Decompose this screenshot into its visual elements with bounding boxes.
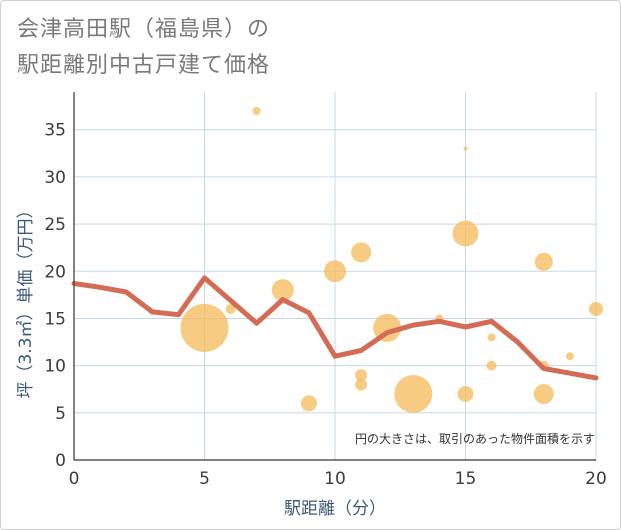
x-tick-label: 10: [324, 469, 346, 489]
data-bubble: [351, 242, 372, 263]
y-tick-label: 0: [55, 451, 66, 471]
chart-title-line2: 駅距離別中古戸建て価格: [17, 53, 271, 78]
data-bubble: [457, 385, 474, 402]
data-bubble: [271, 279, 294, 302]
bubbles: [180, 106, 603, 413]
bubble-size-note: 円の大きさは、取引のあった物件面積を示す: [355, 431, 595, 446]
data-bubble: [452, 220, 479, 247]
y-axis-label: 坪（3.3㎡）単価（万円）: [16, 201, 36, 398]
data-bubble: [463, 146, 468, 151]
y-tick-label: 15: [44, 309, 66, 329]
data-bubble: [180, 303, 229, 352]
trend-line-group: [71, 275, 599, 381]
y-tick-label: 20: [44, 262, 66, 282]
data-bubble: [355, 369, 368, 382]
data-bubble: [487, 333, 496, 342]
data-bubble: [300, 395, 317, 412]
trend-line: [71, 275, 599, 381]
data-bubble: [355, 378, 368, 391]
x-tick-label: 0: [69, 469, 80, 489]
x-axis-label: 駅距離（分）: [284, 499, 386, 519]
y-tick-label: 35: [44, 121, 66, 141]
x-tick-label: 20: [585, 469, 607, 489]
chart-title-line1: 会津高田駅（福島県）の: [17, 17, 271, 42]
data-bubble: [225, 304, 236, 315]
y-tick-label: 10: [44, 357, 66, 377]
data-bubble: [486, 360, 497, 371]
axes: 0 5 10 15 20 25 30 35 0 5 10 15 20: [44, 92, 607, 489]
data-bubble: [324, 260, 346, 283]
chart-title: 会津高田駅（福島県）の 駅距離別中古戸建て価格: [17, 12, 270, 84]
y-tick-label: 5: [55, 404, 66, 424]
x-tick-label: 15: [455, 469, 477, 489]
data-bubble: [565, 352, 574, 361]
data-bubble: [252, 106, 261, 115]
y-tick-label: 25: [44, 215, 66, 235]
data-bubble: [534, 252, 553, 271]
data-bubble: [589, 302, 603, 317]
y-tick-label: 30: [44, 168, 66, 188]
data-bubble: [533, 383, 554, 404]
data-bubble: [394, 374, 433, 413]
x-tick-label: 5: [199, 469, 210, 489]
